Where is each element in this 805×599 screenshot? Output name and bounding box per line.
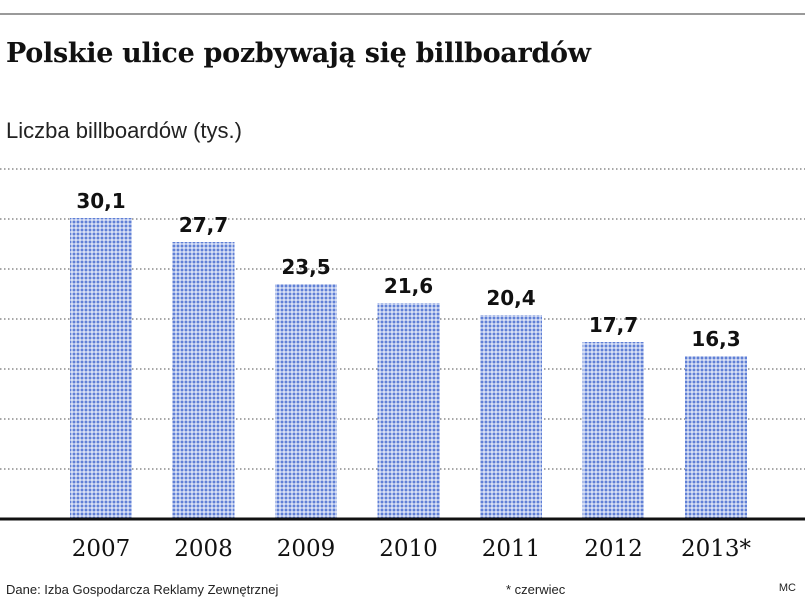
top-rule — [0, 13, 805, 15]
x-tick-labels: 2007 2008 2009 2010 2011 2012 2013* — [72, 536, 752, 562]
value-label: 21,6 — [384, 274, 433, 298]
bar-2012 — [582, 342, 645, 519]
value-label: 27,7 — [179, 213, 228, 237]
bar-2009 — [275, 284, 337, 519]
x-tick-label: 2011 — [482, 536, 541, 562]
bar-2010 — [377, 303, 440, 519]
value-label: 17,7 — [589, 313, 638, 337]
value-label: 16,3 — [691, 327, 740, 351]
value-labels: 30,1 27,7 23,5 21,6 20,4 17,7 16,3 — [76, 189, 740, 351]
x-tick-label: 2008 — [174, 536, 233, 562]
value-label: 23,5 — [281, 255, 330, 279]
bar-2008 — [172, 242, 235, 519]
footnote: * czerwiec — [506, 582, 566, 597]
x-tick-label: 2009 — [277, 536, 336, 562]
bar-2007 — [70, 218, 132, 519]
value-label: 30,1 — [76, 189, 125, 213]
x-tick-label: 2007 — [72, 536, 131, 562]
x-tick-label: 2012 — [584, 536, 643, 562]
chart-subtitle: Liczba billboardów (tys.) — [6, 118, 242, 143]
bar-2011 — [480, 315, 542, 519]
x-tick-label: 2013* — [681, 536, 752, 562]
chart-title: Polskie ulice pozbywają się billboardów — [6, 38, 591, 69]
author-initials: MC — [778, 582, 796, 594]
source-note: Dane: Izba Gospodarcza Reklamy Zewnętrzn… — [6, 582, 279, 597]
x-tick-label: 2010 — [379, 536, 438, 562]
bars — [70, 218, 747, 519]
value-label: 20,4 — [486, 286, 535, 310]
bar-2013 — [685, 356, 747, 519]
footer: Dane: Izba Gospodarcza Reklamy Zewnętrzn… — [6, 582, 796, 599]
